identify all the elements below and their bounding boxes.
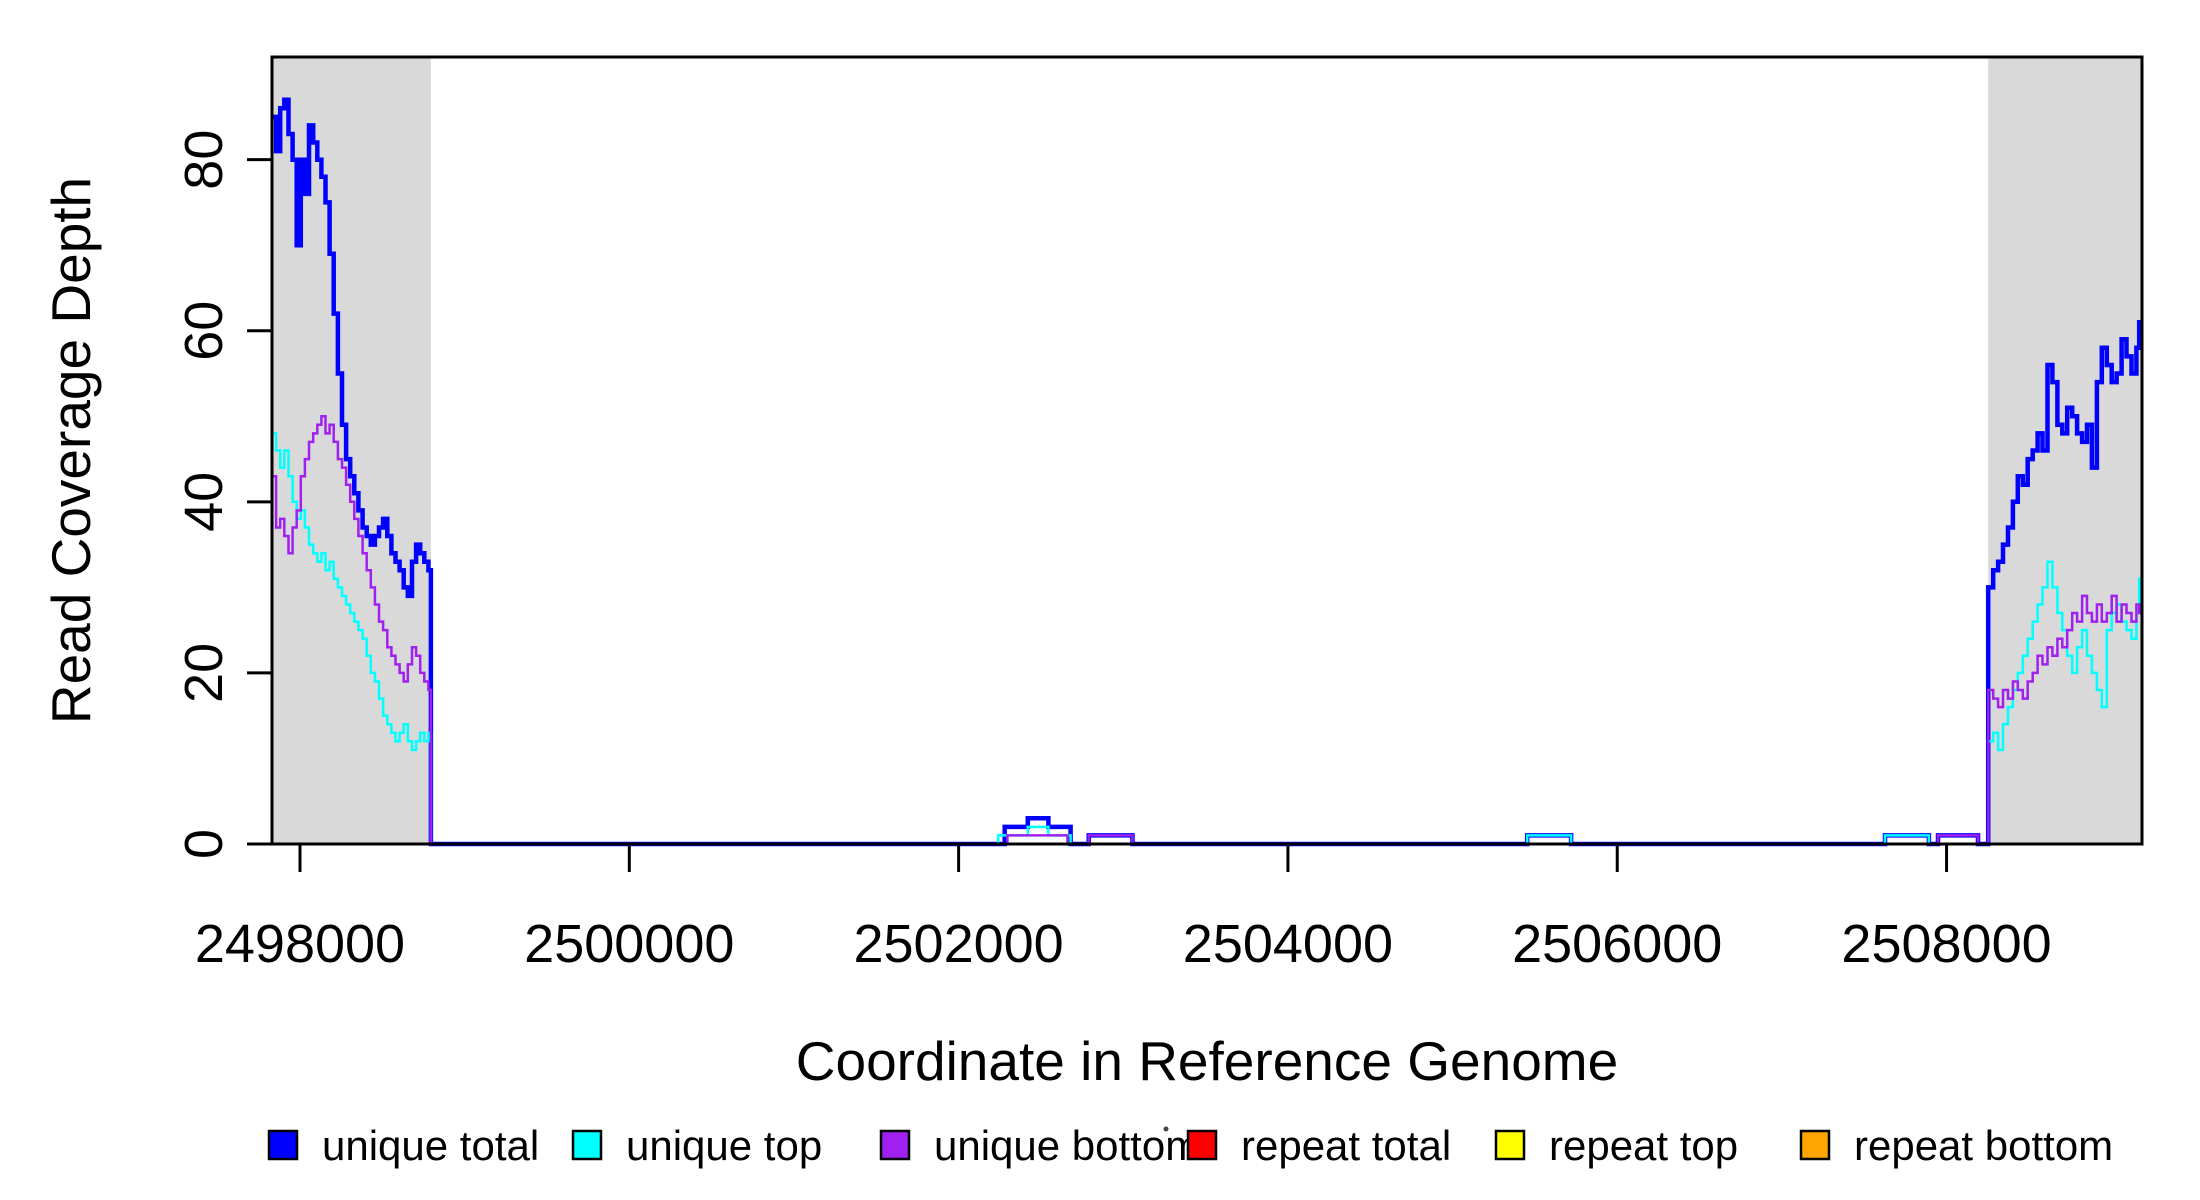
y-tick-label: 60	[174, 301, 234, 361]
legend-item-unique-total: unique total	[267, 1122, 539, 1169]
legend-swatch	[571, 1129, 603, 1161]
x-tick-label: 2502000	[853, 914, 1063, 974]
legend-label: unique total	[322, 1122, 539, 1169]
legend-label: repeat total	[1241, 1122, 1451, 1169]
legend-label: unique top	[626, 1122, 822, 1169]
x-tick-label: 2498000	[195, 914, 405, 974]
legend-swatch	[879, 1129, 911, 1161]
x-tick-label: 2506000	[1512, 914, 1722, 974]
legend-label: unique bottom	[934, 1122, 1200, 1169]
legend-label: repeat bottom	[1854, 1122, 2113, 1169]
series-unique-top	[272, 432, 2142, 846]
y-tick-label: 40	[174, 472, 234, 532]
repeat-region-right	[1988, 57, 2142, 844]
series-unique-bottom	[272, 415, 2142, 846]
legend-item-unique-bottom: unique bottom	[879, 1122, 1200, 1169]
y-tick-label: 0	[174, 829, 234, 859]
legend-swatch	[1186, 1129, 1218, 1161]
legend-swatch	[1799, 1129, 1831, 1161]
plot-border	[270, 55, 2144, 846]
legend-item-unique-top: unique top	[571, 1122, 822, 1169]
legend-swatch	[1494, 1129, 1526, 1161]
series-unique-total	[272, 97, 2142, 847]
x-tick-label: 2500000	[524, 914, 734, 974]
y-tick-label: 20	[174, 643, 234, 703]
x-axis-label: Coordinate in Reference Genome	[796, 1030, 1618, 1092]
legend-swatch	[267, 1129, 299, 1161]
y-axis-label: Read Coverage Depth	[40, 177, 102, 724]
x-tick-label: 2504000	[1183, 914, 1393, 974]
legend-label: repeat top	[1549, 1122, 1738, 1169]
y-tick-label: 80	[174, 130, 234, 190]
stray-dot	[1163, 1126, 1169, 1132]
legend-item-repeat-top: repeat top	[1494, 1122, 1738, 1169]
legend-item-repeat-bottom: repeat bottom	[1799, 1122, 2113, 1169]
legend-item-repeat-total: repeat total	[1186, 1122, 1451, 1169]
x-tick-label: 2508000	[1841, 914, 2051, 974]
